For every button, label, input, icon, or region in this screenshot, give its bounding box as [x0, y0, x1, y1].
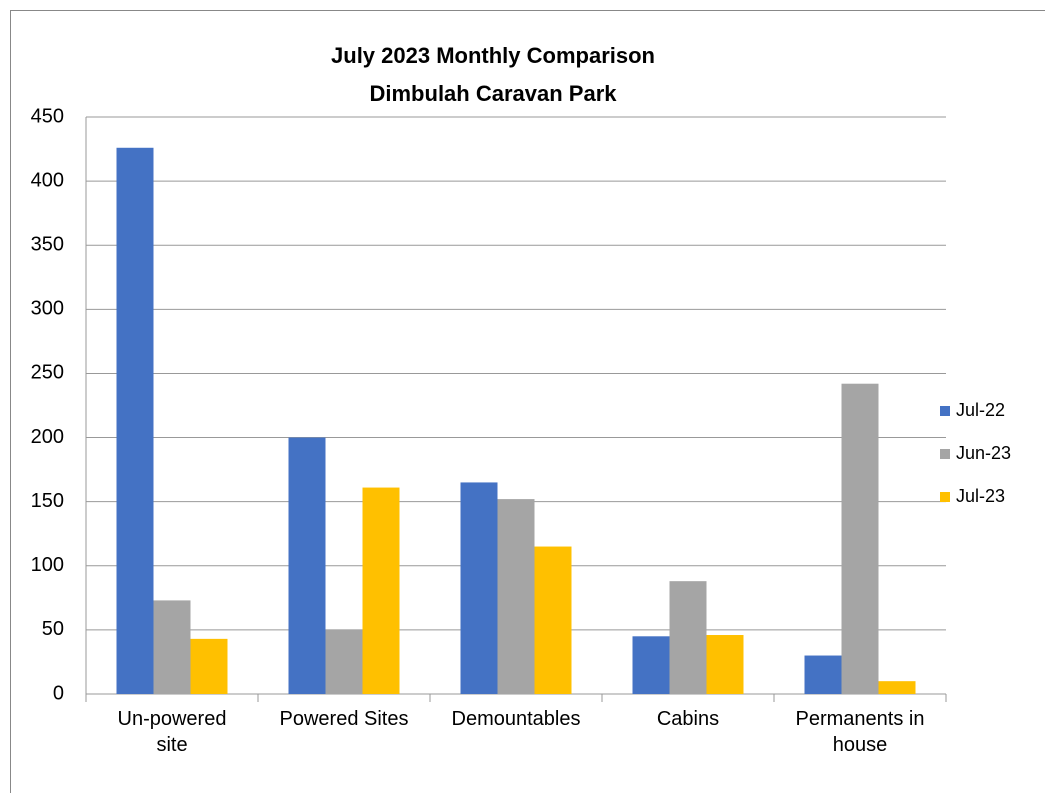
y-tick-label: 250 — [31, 362, 64, 384]
chart-border — [10, 10, 1045, 793]
legend-swatch — [940, 492, 950, 502]
y-tick-label: 0 — [53, 682, 64, 704]
legend-swatch — [940, 449, 950, 459]
y-tick-label: 50 — [42, 618, 64, 640]
y-tick-label: 350 — [31, 234, 64, 256]
legend-swatch — [940, 406, 950, 416]
y-tick-label: 100 — [31, 554, 64, 576]
bar — [841, 383, 879, 694]
bar — [362, 487, 400, 694]
bar — [288, 437, 326, 694]
x-tick-label: Powered Sites — [279, 708, 409, 730]
legend-label: Jun-23 — [956, 443, 1011, 463]
x-tick-label: Un-powered site — [117, 708, 227, 756]
y-tick-label: 200 — [31, 426, 64, 448]
bar — [325, 629, 363, 694]
y-tick-label: 300 — [31, 298, 64, 320]
x-tick-label: Cabins — [656, 708, 720, 730]
bar — [534, 546, 572, 694]
x-tick-label: Demountables — [451, 708, 581, 730]
y-tick-label: 450 — [31, 105, 64, 127]
chart-title: July 2023 Monthly Comparison — [331, 43, 655, 68]
bar — [669, 581, 707, 694]
bar — [153, 600, 191, 694]
y-tick-label: 150 — [31, 490, 64, 512]
legend-label: Jul-22 — [956, 400, 1005, 420]
bar — [116, 147, 154, 695]
bar — [706, 635, 744, 694]
bar — [632, 636, 670, 694]
bar — [460, 482, 498, 694]
bar — [190, 638, 228, 694]
x-tick-label: Permanents in house — [795, 708, 925, 756]
bar — [878, 681, 916, 694]
bar — [804, 655, 842, 694]
legend-label: Jul-23 — [956, 486, 1005, 506]
bar — [497, 499, 535, 694]
chart-subtitle: Dimbulah Caravan Park — [370, 81, 618, 106]
y-tick-label: 400 — [31, 169, 64, 191]
